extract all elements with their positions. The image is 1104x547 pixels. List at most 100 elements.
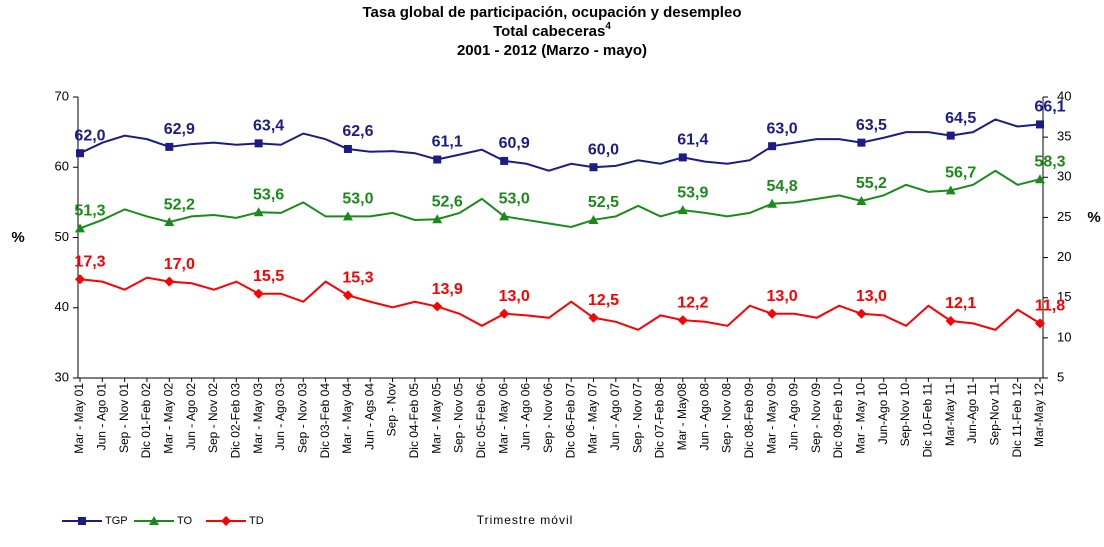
x-tick-label: Jun - Ago 07 xyxy=(608,383,622,451)
y-tick-label: 40 xyxy=(55,299,69,314)
data-label: 52,5 xyxy=(588,194,619,211)
legend-label: TD xyxy=(249,515,264,527)
data-point xyxy=(1035,318,1045,329)
x-tick-label: Mar - May 01 xyxy=(72,383,86,454)
data-point xyxy=(945,315,956,326)
x-tick-label: Sep - Nov 05 xyxy=(452,383,466,453)
data-point xyxy=(499,308,510,319)
data-label: 15,3 xyxy=(342,270,373,287)
x-axis-label: Trimestre móvil xyxy=(477,513,574,527)
x-tick-label: Sep-Nov 10 xyxy=(898,383,912,447)
data-label: 61,1 xyxy=(432,134,463,151)
x-tick-label: Jun - Ago 01 xyxy=(94,383,108,451)
data-point xyxy=(164,217,175,227)
data-point xyxy=(678,153,687,162)
x-tick-label: Sep - Nov 02 xyxy=(206,383,220,453)
x-tick-label: Dic 03-Feb 04 xyxy=(318,383,332,459)
y2-tick-label: 35 xyxy=(1057,129,1071,144)
data-label: 52,6 xyxy=(432,193,463,210)
x-tick-label: Jun - Ago 09 xyxy=(787,383,801,451)
y2-tick-label: 30 xyxy=(1057,169,1071,184)
data-point xyxy=(343,144,352,153)
x-tick-label: Jun - Ago 02 xyxy=(184,383,198,451)
legend-item: TD xyxy=(206,515,264,527)
legend-marker xyxy=(221,516,231,526)
data-label: 56,7 xyxy=(945,165,976,182)
data-label: 13,0 xyxy=(856,288,887,305)
x-tick-label: Dic 04-Feb 05 xyxy=(407,383,421,459)
data-label: 62,0 xyxy=(74,127,105,144)
data-point xyxy=(945,185,956,195)
chart-title: Tasa global de participación, ocupación … xyxy=(363,4,742,21)
x-tick-label: Jun - Ago 08 xyxy=(697,383,711,451)
x-tick-label: Jun-Ago 11 xyxy=(965,383,979,444)
x-tick-label: Mar-May 11 xyxy=(943,383,957,446)
data-point xyxy=(856,195,867,205)
y-tick-label: 30 xyxy=(55,369,69,384)
legend-item: TGP xyxy=(62,515,128,527)
data-point xyxy=(946,131,955,140)
data-label: 66,1 xyxy=(1034,99,1065,116)
data-point xyxy=(767,308,778,319)
data-point xyxy=(1035,174,1045,184)
x-tick-label: Mar - May08 xyxy=(675,383,689,451)
legend-marker xyxy=(149,516,159,525)
series-line xyxy=(79,169,1041,230)
series-line xyxy=(79,276,1041,331)
data-label: 53,6 xyxy=(253,186,284,203)
data-point xyxy=(432,301,443,312)
x-tick-label: Mar - May 04 xyxy=(340,383,354,454)
data-point xyxy=(76,149,84,158)
data-point xyxy=(588,312,599,323)
chart-subtitle: 2001 - 2012 (Marzo - mayo) xyxy=(457,42,647,59)
y2-tick-label: 40 xyxy=(1057,88,1071,103)
x-tick-label: Dic 07-Feb 08 xyxy=(653,383,667,459)
x-tick-label: Dic 02-Feb 03 xyxy=(228,383,242,459)
data-point xyxy=(433,155,442,164)
data-point xyxy=(164,276,175,287)
data-point xyxy=(342,211,353,221)
title-note: 4 xyxy=(605,21,611,32)
legend-label: TO xyxy=(177,515,193,527)
x-tick-label: Jun - Ago 06 xyxy=(519,383,533,451)
data-point xyxy=(767,198,778,208)
x-tick-label: Dic 01-Feb 02 xyxy=(139,383,153,459)
x-tick-label: Mar - May 06 xyxy=(496,383,510,454)
y-tick-label: 50 xyxy=(55,229,69,244)
data-label: 63,5 xyxy=(856,117,887,134)
data-label: 13,9 xyxy=(432,281,463,298)
series-line xyxy=(79,118,1041,172)
data-point xyxy=(856,308,867,319)
data-point xyxy=(677,205,688,215)
x-tick-label: Dic 09-Feb 10 xyxy=(831,383,845,459)
data-point xyxy=(254,139,263,148)
data-label: 60,9 xyxy=(499,135,530,152)
legend-marker xyxy=(78,517,86,525)
y-tick-label: 60 xyxy=(55,159,69,174)
data-point xyxy=(75,223,85,233)
x-tick-label: Sep - Nov 03 xyxy=(295,383,309,453)
data-label: 17,0 xyxy=(164,256,195,273)
data-label: 12,1 xyxy=(945,295,976,312)
y2-axis-label: % xyxy=(1087,209,1100,226)
data-point xyxy=(677,315,688,326)
x-tick-label: Jun - Ags 04 xyxy=(362,383,376,450)
y-axis-label: % xyxy=(11,229,24,246)
data-label: 62,9 xyxy=(164,121,195,138)
y2-tick-label: 5 xyxy=(1057,369,1064,384)
chart-subtitle: Total cabeceras xyxy=(493,23,605,40)
data-label: 63,4 xyxy=(253,118,284,135)
data-point xyxy=(342,290,353,301)
data-point xyxy=(857,138,866,147)
x-tick-label: Sep - Nov 07 xyxy=(630,383,644,453)
x-tick-label: Mar - May 05 xyxy=(429,383,443,454)
x-tick-label: Mar - May 03 xyxy=(251,383,265,454)
data-label: 55,2 xyxy=(856,175,887,192)
data-label: 13,0 xyxy=(767,288,798,305)
data-label: 60,0 xyxy=(588,141,619,158)
data-point xyxy=(500,156,509,165)
data-point xyxy=(253,207,264,217)
data-label: 54,8 xyxy=(767,178,798,195)
data-label: 15,5 xyxy=(253,268,284,285)
